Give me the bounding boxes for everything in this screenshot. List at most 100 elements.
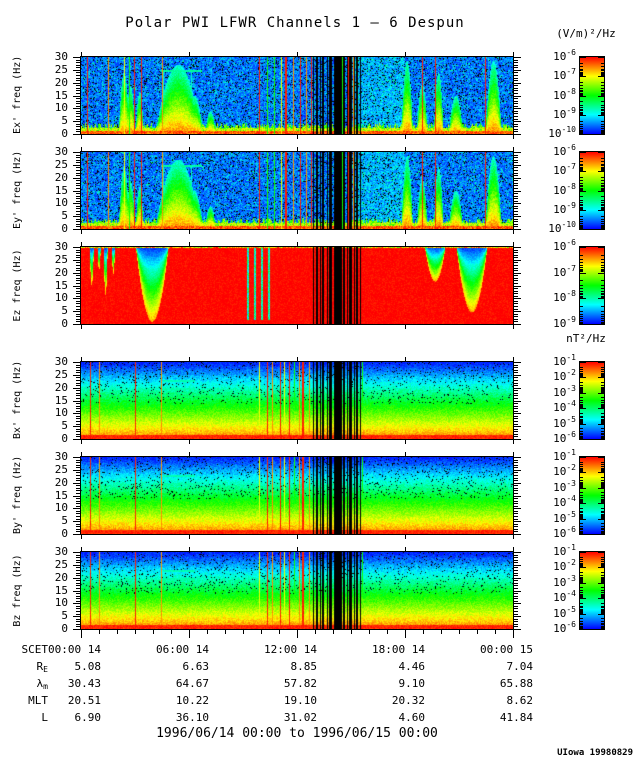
tick-mark bbox=[514, 596, 518, 597]
tick-mark bbox=[580, 57, 586, 58]
tick-mark bbox=[601, 436, 604, 437]
tick-mark bbox=[514, 72, 518, 73]
y-tick-label: 5 bbox=[61, 514, 68, 528]
tick-mark bbox=[514, 511, 518, 512]
tick-mark bbox=[601, 105, 604, 106]
tick-mark bbox=[601, 434, 604, 435]
tick-mark bbox=[598, 629, 604, 630]
tick-mark bbox=[601, 265, 604, 266]
tick-mark bbox=[514, 424, 518, 425]
tick-mark bbox=[580, 95, 583, 96]
tick-mark bbox=[580, 69, 583, 70]
tick-mark bbox=[297, 452, 298, 456]
tick-mark bbox=[601, 318, 604, 319]
tick-mark bbox=[514, 75, 518, 76]
tick-mark bbox=[514, 88, 518, 89]
tick-mark bbox=[76, 72, 80, 73]
y-tick-label: 10 bbox=[54, 291, 68, 305]
tick-mark bbox=[514, 324, 521, 325]
tick-mark bbox=[580, 285, 583, 286]
tick-mark bbox=[76, 155, 80, 156]
tick-mark bbox=[601, 367, 604, 368]
tick-mark bbox=[73, 229, 80, 230]
tick-mark bbox=[580, 324, 586, 325]
tick-mark bbox=[580, 223, 583, 224]
tick-mark bbox=[514, 614, 518, 615]
ephemeris-mlt-value-2: 19.10 bbox=[283, 694, 317, 707]
tick-mark bbox=[580, 169, 583, 170]
tick-mark bbox=[601, 297, 604, 298]
tick-mark bbox=[514, 167, 518, 168]
tick-mark bbox=[601, 113, 604, 114]
colorbar-tick-label: 10-1 bbox=[553, 448, 576, 463]
tick-mark bbox=[76, 498, 80, 499]
tick-mark bbox=[580, 629, 586, 630]
tick-mark bbox=[580, 265, 583, 266]
tick-mark bbox=[514, 496, 521, 497]
tick-mark bbox=[601, 597, 604, 598]
tick-mark bbox=[514, 362, 521, 363]
tick-mark bbox=[601, 431, 604, 432]
y-tick-label: 30 bbox=[54, 50, 68, 63]
tick-mark bbox=[514, 375, 521, 376]
tick-mark bbox=[76, 60, 80, 61]
tick-mark bbox=[601, 189, 604, 190]
colorbar-tick-label: 10-6 bbox=[553, 620, 576, 635]
tick-mark bbox=[76, 598, 80, 599]
tick-mark bbox=[73, 603, 80, 604]
tick-mark bbox=[514, 296, 518, 297]
spectrogram-ez bbox=[80, 246, 514, 325]
y-tick-label: 5 bbox=[61, 419, 68, 433]
ephemeris-scet-value-1: 06:00 14 bbox=[156, 643, 209, 656]
tick-mark bbox=[580, 433, 583, 434]
tick-mark bbox=[601, 508, 604, 509]
tick-mark bbox=[601, 468, 604, 469]
tick-mark bbox=[580, 462, 583, 463]
tick-mark bbox=[514, 418, 518, 419]
tick-mark bbox=[513, 52, 514, 56]
tick-mark bbox=[514, 157, 518, 158]
tick-mark bbox=[514, 108, 521, 109]
tick-mark bbox=[580, 610, 583, 611]
tick-mark bbox=[580, 131, 583, 132]
ephemeris-l-value-3: 4.60 bbox=[398, 711, 426, 724]
tick-mark bbox=[580, 188, 583, 189]
tick-mark bbox=[580, 190, 583, 191]
tick-mark bbox=[580, 221, 583, 222]
tick-mark bbox=[580, 255, 583, 256]
tick-mark bbox=[76, 214, 80, 215]
tick-mark bbox=[601, 132, 604, 133]
y-tick-label: 5 bbox=[61, 114, 68, 128]
tick-mark bbox=[405, 242, 406, 246]
tick-mark bbox=[601, 204, 604, 205]
tick-mark bbox=[580, 168, 583, 169]
tick-mark bbox=[580, 113, 583, 114]
tick-mark bbox=[514, 485, 518, 486]
tick-mark bbox=[601, 592, 604, 593]
tick-mark bbox=[580, 424, 586, 425]
colorbar-ez bbox=[579, 246, 605, 325]
tick-mark bbox=[76, 372, 80, 373]
tick-mark bbox=[580, 438, 583, 439]
tick-mark bbox=[76, 275, 80, 276]
tick-mark bbox=[580, 482, 583, 483]
tick-mark bbox=[580, 499, 583, 500]
tick-mark bbox=[189, 147, 190, 151]
tick-mark bbox=[514, 431, 518, 432]
colorbar-bz bbox=[579, 551, 605, 630]
tick-mark bbox=[601, 606, 604, 607]
tick-mark bbox=[601, 596, 604, 597]
tick-mark bbox=[117, 630, 118, 634]
tick-mark bbox=[76, 131, 80, 132]
tick-mark bbox=[580, 436, 583, 437]
tick-mark bbox=[514, 90, 518, 91]
tick-mark bbox=[580, 82, 583, 83]
y-tick-label: 20 bbox=[54, 380, 68, 394]
tick-mark bbox=[514, 570, 518, 571]
tick-mark bbox=[601, 420, 604, 421]
tick-mark bbox=[580, 391, 583, 392]
ephemeris-l-value-1: 36.10 bbox=[175, 711, 209, 724]
tick-mark bbox=[514, 467, 518, 468]
tick-mark bbox=[514, 116, 518, 117]
y-tick-label: 5 bbox=[61, 304, 68, 318]
